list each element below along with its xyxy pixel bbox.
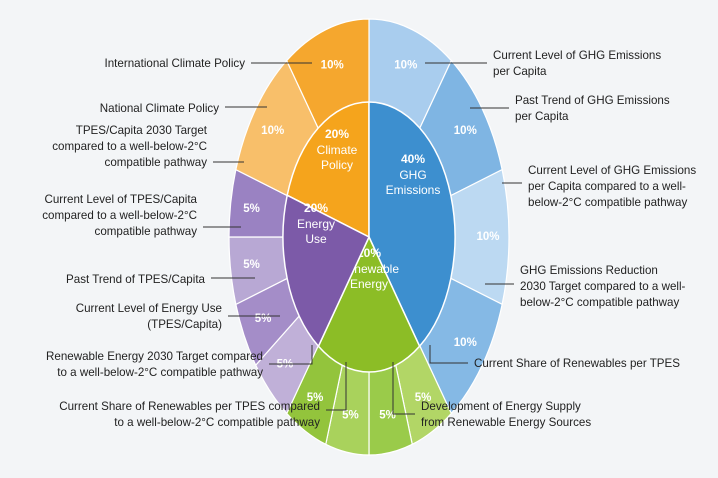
category-name-ghg: Emissions: [386, 183, 441, 197]
category-name-ghg: GHG: [399, 168, 426, 182]
category-name-renewable: Energy: [350, 277, 388, 291]
category-weight-energy: 20%: [304, 201, 328, 215]
indicator-weight-development-energy-supply: 5%: [379, 409, 396, 421]
indicator-label-current-ghg-vs-pathway: per Capita compared to a well-: [528, 180, 686, 193]
indicator-label-current-tpes-vs-pathway: compared to a well-below-2°C: [42, 209, 197, 222]
indicator-weight-current-energy-use: 5%: [277, 359, 294, 371]
indicator-label-tpes-target: compatible pathway: [105, 156, 208, 169]
indicator-label-current-energy-use: (TPES/Capita): [147, 318, 222, 331]
indicator-labels: Current Level of GHG Emissions per Capita…: [42, 49, 696, 429]
indicator-weight-renewable-target: 5%: [307, 392, 324, 404]
category-segment-climate: [286, 101, 370, 239]
indicator-label-past-trend-tpes: Past Trend of TPES/Capita: [66, 273, 206, 286]
indicator-label-current-ghg-per-capita: Current Level of GHG Emissions: [493, 49, 661, 62]
indicator-label-renewable-target: Renewable Energy 2030 Target compared: [46, 350, 263, 363]
indicator-label-development-energy-supply: from Renewable Energy Sources: [421, 416, 591, 429]
indicator-label-share-renewables-vs-pathway: Current Share of Renewables per TPES com…: [59, 400, 320, 413]
indicator-label-current-tpes-vs-pathway: Current Level of TPES/Capita: [44, 193, 197, 206]
indicator-weight-national-climate-policy: 10%: [261, 125, 284, 137]
indicator-weight-past-trend-ghg-per-capita: 10%: [454, 125, 477, 137]
category-weight-ghg: 40%: [401, 152, 425, 166]
category-weight-climate: 20%: [325, 127, 349, 141]
leader-line-development-energy-supply: [392, 362, 415, 415]
indicator-label-international-climate-policy: International Climate Policy: [105, 57, 246, 70]
indicator-weight-share-renewables-vs-pathway: 5%: [342, 409, 359, 421]
indicator-label-past-trend-ghg-per-capita: Past Trend of GHG Emissions: [515, 94, 670, 107]
category-name-climate: Policy: [321, 158, 353, 172]
indicator-label-current-ghg-per-capita: per Capita: [493, 65, 547, 78]
indicator-label-current-energy-use: Current Level of Energy Use: [76, 302, 222, 315]
indicator-weight-current-share-renewables: 5%: [415, 392, 432, 404]
indicator-label-ghg-reduction-target: below-2°C compatible pathway: [520, 296, 680, 309]
indicator-label-national-climate-policy: National Climate Policy: [100, 102, 219, 115]
indicator-weight-tpes-target: 5%: [243, 203, 260, 215]
indicator-label-ghg-reduction-target: GHG Emissions Reduction: [520, 264, 658, 277]
indicator-label-ghg-reduction-target: 2030 Target compared to a well-: [520, 280, 686, 293]
leader-lines: [203, 62, 522, 415]
category-name-energy: Use: [305, 232, 327, 246]
category-segment-energy: [282, 194, 370, 348]
indicator-label-current-share-renewables: Current Share of Renewables per TPES: [474, 357, 680, 370]
indicator-weight-current-ghg-vs-pathway: 10%: [476, 231, 499, 243]
indicator-weight-current-tpes-vs-pathway: 5%: [243, 259, 260, 271]
indicator-label-development-energy-supply: Development of Energy Supply: [421, 400, 581, 413]
indicator-label-current-tpes-vs-pathway: compatible pathway: [95, 225, 198, 238]
indicator-label-tpes-target: compared to a well-below-2°C: [52, 140, 207, 153]
indicator-label-tpes-target: TPES/Capita 2030 Target: [76, 124, 208, 137]
leader-line-share-renewables-vs-pathway: [326, 362, 347, 411]
indicator-weight-current-ghg-per-capita: 10%: [394, 59, 417, 71]
indicator-label-share-renewables-vs-pathway: to a well-below-2°C compatible pathway: [114, 416, 320, 429]
indicator-weight-international-climate-policy: 10%: [321, 59, 344, 71]
indicator-label-current-ghg-vs-pathway: below-2°C compatible pathway: [528, 196, 688, 209]
category-name-energy: Energy: [297, 217, 335, 231]
indicator-label-past-trend-ghg-per-capita: per Capita: [515, 110, 569, 123]
indicator-label-renewable-target: to a well-below-2°C compatible pathway: [57, 366, 263, 379]
category-segment-ghg: [368, 101, 456, 348]
indicator-weight-past-trend-tpes: 5%: [255, 313, 272, 325]
indicator-label-current-ghg-vs-pathway: Current Level of GHG Emissions: [528, 164, 696, 177]
leader-line-renewable-target: [269, 345, 313, 365]
leader-line-current-share-renewables: [429, 345, 468, 364]
category-segment-renewable: [317, 235, 421, 373]
category-name-climate: Climate: [317, 143, 358, 157]
indicator-weight-ghg-reduction-target: 10%: [454, 337, 477, 349]
